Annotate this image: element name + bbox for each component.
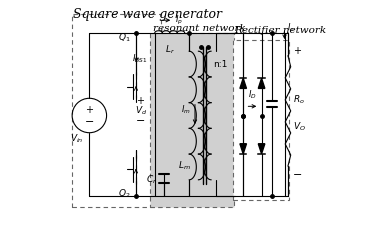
Bar [150, 33, 234, 207]
Text: $L_r$: $L_r$ [165, 43, 175, 56]
Text: +: + [292, 46, 301, 56]
Text: $L_m$: $L_m$ [178, 160, 190, 172]
Text: $R_o$: $R_o$ [292, 93, 305, 106]
Text: +: + [86, 105, 93, 115]
Polygon shape [240, 78, 247, 88]
Text: Square wave generator: Square wave generator [73, 8, 222, 21]
Text: $Q_2$: $Q_2$ [117, 187, 130, 200]
Text: $V_O$: $V_O$ [292, 121, 305, 133]
Text: −: − [136, 116, 145, 126]
Text: $I_o$: $I_o$ [287, 22, 295, 34]
Text: $I_{DS1}$: $I_{DS1}$ [132, 53, 148, 66]
Text: $I_m$: $I_m$ [181, 103, 190, 116]
Polygon shape [258, 144, 265, 154]
Text: resonant network: resonant network [153, 24, 245, 33]
Text: Rectifier network: Rectifier network [234, 26, 326, 35]
Text: $Q_1$: $Q_1$ [117, 31, 130, 44]
Bar [233, 40, 289, 201]
Polygon shape [240, 144, 247, 154]
Bar [72, 15, 160, 207]
Text: −: − [85, 117, 94, 127]
Text: $C_r$: $C_r$ [146, 173, 157, 186]
Text: $V_{in}$: $V_{in}$ [70, 132, 83, 145]
Text: −: − [292, 170, 302, 180]
Text: n:1: n:1 [213, 61, 228, 70]
Text: +: + [136, 96, 144, 106]
Text: $I_p$: $I_p$ [175, 14, 184, 27]
Text: $V_d$: $V_d$ [135, 105, 147, 117]
Polygon shape [258, 78, 265, 88]
Text: $I_D$: $I_D$ [248, 88, 257, 101]
